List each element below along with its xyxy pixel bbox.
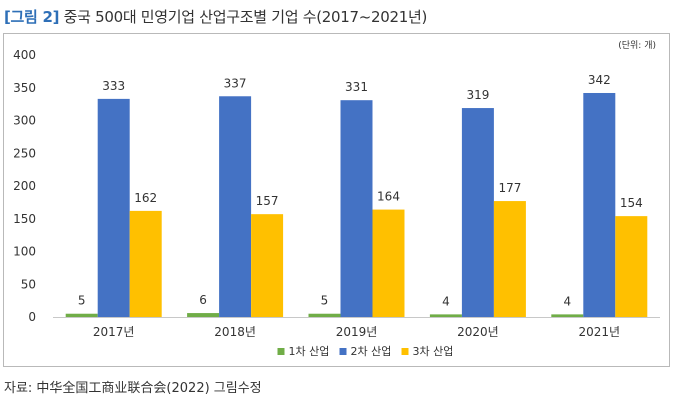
data-label: 177 <box>498 181 521 195</box>
bar <box>129 210 162 317</box>
bar <box>583 92 616 318</box>
data-label: 5 <box>321 294 329 308</box>
legend-swatch <box>339 348 347 355</box>
bar <box>308 313 341 317</box>
y-tick-label: 300 <box>13 114 36 128</box>
legend-label: 2차 산업 <box>351 345 392 358</box>
bar <box>551 314 584 317</box>
y-tick-label: 250 <box>13 146 36 160</box>
data-label: 4 <box>563 294 571 308</box>
bar <box>187 313 220 317</box>
bar <box>219 96 252 317</box>
data-label: 331 <box>345 80 368 94</box>
legend: 1차 산업 2차 산업 3차 산업 <box>277 345 454 358</box>
bar <box>372 209 405 317</box>
x-tick-label: 2019년 <box>336 325 378 339</box>
legend-label: 3차 산업 <box>413 345 454 358</box>
x-tick-label: 2020년 <box>457 325 499 339</box>
y-tick-label: 200 <box>13 179 36 193</box>
x-tick-label: 2021년 <box>579 325 621 339</box>
y-tick-label: 100 <box>13 245 36 259</box>
bar <box>493 201 526 317</box>
data-label: 154 <box>620 196 643 210</box>
figure-tag: [그림 2] <box>4 8 60 26</box>
legend-label: 1차 산업 <box>289 345 330 358</box>
bar <box>251 214 284 317</box>
figure-title-text: 중국 500대 민영기업 산업구조별 기업 수(2017~2021년) <box>63 8 428 26</box>
data-label: 162 <box>134 191 157 205</box>
unit-label: (단위: 개) <box>618 40 656 51</box>
y-tick-label: 50 <box>21 277 36 291</box>
data-labels: 5 333 162 6 337 157 5 331 164 4 319 177 4 342 154 <box>78 73 643 308</box>
x-axis: 2017년 2018년 2019년 2020년 2021년 <box>53 317 660 339</box>
source-note: 자료: 中华全国工商业联合会(2022) 그림수정 <box>4 381 262 396</box>
y-tick-label: 0 <box>28 310 36 324</box>
data-label: 342 <box>588 73 611 87</box>
bar <box>429 314 462 317</box>
x-tick-label: 2018년 <box>214 325 256 339</box>
data-label: 164 <box>377 190 400 204</box>
y-tick-label: 350 <box>13 81 36 95</box>
y-axis: 0 50 100 150 200 250 300 350 400 <box>13 48 36 324</box>
bar <box>461 108 494 318</box>
legend-swatch <box>277 348 285 355</box>
y-tick-label: 400 <box>13 48 36 62</box>
data-label: 333 <box>102 79 125 93</box>
data-label: 6 <box>199 293 207 307</box>
data-label: 5 <box>78 294 86 308</box>
data-label: 157 <box>256 194 279 208</box>
legend-swatch <box>401 348 409 355</box>
bar <box>340 100 373 317</box>
figure-title: [그림 2] 중국 500대 민영기업 산업구조별 기업 수(2017~2021… <box>4 6 427 27</box>
data-label: 319 <box>466 88 489 102</box>
data-label: 4 <box>442 294 450 308</box>
y-tick-label: 150 <box>13 212 36 226</box>
bar <box>97 98 130 317</box>
bar <box>65 313 98 317</box>
x-tick-label: 2017년 <box>93 325 135 339</box>
bar <box>615 216 648 317</box>
bars <box>65 92 648 318</box>
data-label: 337 <box>224 76 247 90</box>
